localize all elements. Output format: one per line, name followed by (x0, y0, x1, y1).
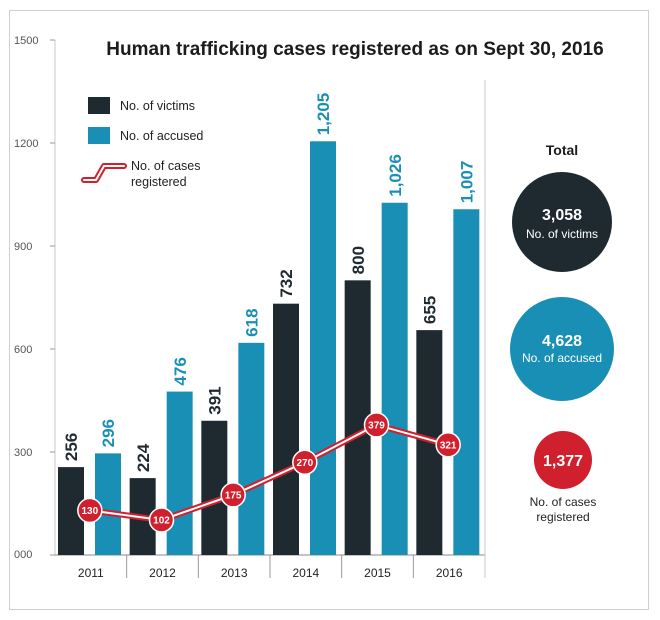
bar-label-accused: 476 (171, 357, 190, 385)
y-tick-label: 1200 (14, 138, 38, 150)
chart-title: Human trafficking cases registered as on… (106, 39, 603, 60)
y-axis: 000 300 600 900 1200 1500 (14, 35, 56, 561)
chart-frame (9, 10, 649, 610)
x-axis: 2011 2012 2013 2014 2015 2016 (55, 80, 486, 580)
bar-accused (238, 342, 265, 555)
cases-point (77, 497, 103, 524)
bar-label-victims: 256 (62, 433, 81, 461)
bar-victims (273, 303, 299, 555)
bar-label-accused: 296 (99, 419, 118, 447)
x-tick-label: 2011 (78, 566, 104, 580)
y-tick-label: 900 (14, 241, 32, 253)
bar-label-accused: 1,007 (457, 161, 476, 204)
legend-label-cases-1: No. of cases (131, 159, 200, 173)
total-cases-label-1: No. of cases (530, 495, 597, 509)
total-accused-value: 4,628 (542, 333, 582, 350)
legend-label-cases-2: registered (131, 175, 187, 189)
bar-accused (166, 391, 193, 555)
x-tick-label: 2012 (149, 566, 176, 580)
bar-accused (453, 209, 480, 555)
bar-accused (381, 202, 408, 556)
legend: No. of victims No. of accused No. of cas… (81, 97, 203, 189)
bar-label-victims: 391 (205, 386, 224, 414)
bar-label-victims: 224 (134, 443, 153, 472)
cases-point (363, 412, 390, 438)
y-tick-label: 000 (14, 549, 32, 561)
total-victims-value: 3,058 (542, 207, 582, 224)
total-accused-label: No. of accused (522, 351, 602, 365)
total-accused-circle (510, 297, 614, 401)
bar-label-victims: 655 (420, 296, 439, 324)
bar-label-accused: 1,026 (386, 154, 405, 197)
bar-label-victims: 800 (349, 246, 368, 274)
bars: 256 224 391 732 800 655 296 476 618 1,205 1,026 1,0… (58, 93, 480, 556)
cases-point-label: 175 (225, 490, 242, 501)
bar-accused (310, 141, 336, 556)
legend-label-victims: No. of victims (120, 99, 195, 113)
cases-line: 130 102 175 270 379 321 (77, 412, 461, 533)
legend-swatch-cases (81, 163, 127, 183)
y-tick-label: 600 (14, 344, 32, 356)
x-tick-label: 2015 (364, 566, 391, 580)
total-cases-value: 1,377 (543, 453, 583, 470)
bar-label-victims: 732 (277, 269, 296, 297)
cases-point (148, 507, 175, 533)
total-victims-circle (512, 172, 612, 272)
cases-point-label: 130 (81, 506, 98, 517)
y-tick-label: 1500 (14, 35, 38, 47)
cases-point (292, 449, 318, 476)
total-victims-label: No. of victims (526, 227, 598, 241)
cases-point (435, 432, 461, 458)
cases-point-label: 379 (368, 420, 385, 431)
totals-title: Total (546, 142, 578, 158)
legend-swatch-victims (88, 97, 110, 114)
legend-label-accused: No. of accused (120, 129, 203, 143)
legend-swatch-cases-inner (83, 165, 125, 181)
cases-point-label: 321 (440, 440, 457, 451)
bar-label-accused: 1,205 (314, 93, 333, 136)
cases-point-label: 102 (153, 515, 170, 526)
cases-point-label: 270 (296, 458, 313, 469)
x-tick-label: 2013 (221, 566, 248, 580)
total-cases-circle (534, 431, 592, 489)
x-tick-label: 2014 (292, 566, 319, 580)
totals-panel: Total 3,058 No. of victims 4,628 No. of … (510, 142, 614, 524)
cases-point (220, 482, 246, 508)
legend-swatch-accused (88, 127, 110, 144)
x-tick-label: 2016 (436, 566, 463, 580)
y-tick-label: 300 (14, 447, 32, 459)
total-cases-label-2: registered (536, 510, 589, 524)
bar-label-accused: 618 (242, 308, 261, 336)
